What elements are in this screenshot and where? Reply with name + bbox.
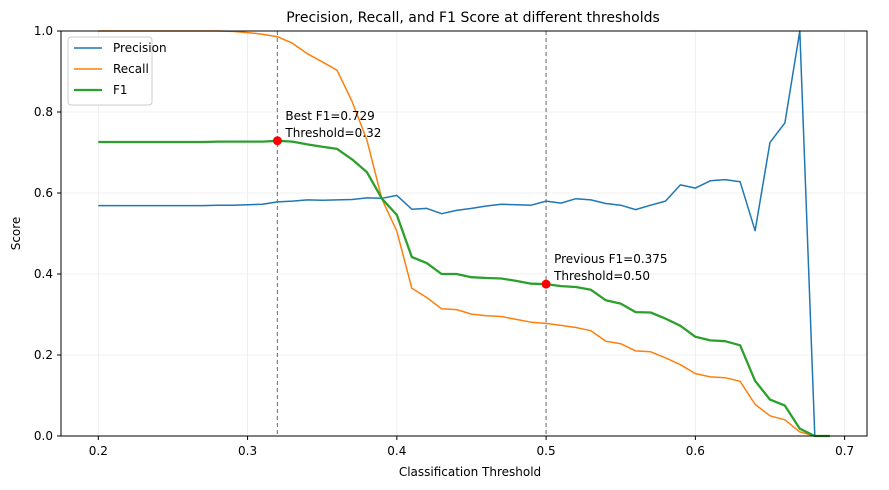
plot-frame xyxy=(60,30,868,437)
x-tick-label-5: 0.7 xyxy=(835,444,854,458)
annotation-0-line-0: Best F1=0.729 xyxy=(285,109,374,123)
annotation-1-line-0: Previous F1=0.375 xyxy=(554,252,667,266)
y-axis-ticks: 0.0 0.2 0.4 0.6 0.8 1.0 xyxy=(34,24,61,443)
legend-label-recall: Recall xyxy=(113,62,149,76)
legend-label-f1: F1 xyxy=(113,83,128,97)
series-line-f1 xyxy=(98,139,830,438)
chart-title: Precision, Recall, and F1 Score at diffe… xyxy=(286,10,660,26)
y-tick-label-3: 0.6 xyxy=(34,186,53,200)
series-line-precision xyxy=(98,30,830,437)
x-axis-ticks: 0.2 0.3 0.4 0.5 0.6 0.7 xyxy=(89,436,854,458)
y-tick-label-0: 0.0 xyxy=(34,429,53,443)
y-tick-label-4: 0.8 xyxy=(34,105,53,119)
y-tick-label-5: 1.0 xyxy=(34,24,53,38)
marker-point-1 xyxy=(541,279,551,289)
y-axis-label: Score xyxy=(9,217,23,251)
x-tick-label-0: 0.2 xyxy=(89,444,108,458)
threshold-vlines xyxy=(276,31,547,436)
legend-label-precision: Precision xyxy=(113,41,167,55)
legend-box xyxy=(67,36,153,106)
x-tick-label-4: 0.6 xyxy=(686,444,705,458)
x-axis-label: Classification Threshold xyxy=(399,465,541,479)
x-tick-label-3: 0.5 xyxy=(537,444,556,458)
y-tick-label-2: 0.4 xyxy=(34,267,53,281)
legend: Precision Recall F1 xyxy=(67,36,167,106)
y-tick-label-1: 0.2 xyxy=(34,348,53,362)
marker-point-0 xyxy=(272,136,282,146)
threshold-markers xyxy=(272,136,551,289)
x-tick-label-1: 0.3 xyxy=(238,444,257,458)
annotations: Best F1=0.729 Threshold=0.32 Previous F1=0… xyxy=(284,109,667,283)
annotation-0-line-1: Threshold=0.32 xyxy=(284,126,381,140)
x-tick-label-2: 0.4 xyxy=(387,444,406,458)
annotation-1-line-1: Threshold=0.50 xyxy=(553,269,650,283)
